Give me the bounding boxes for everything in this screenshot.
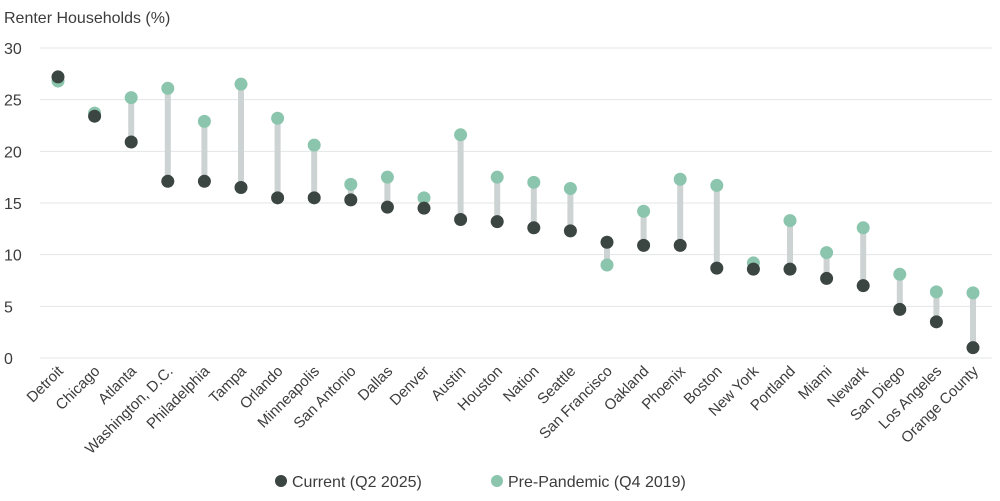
y-axis-label: Renter Households (%) <box>4 10 170 27</box>
point-current-tampa <box>234 181 248 194</box>
data-points <box>51 70 980 355</box>
legend: Current (Q2 2025) Pre-Pandemic (Q4 2019) <box>275 474 686 491</box>
point-current-atlanta <box>124 135 138 149</box>
connectors <box>55 76 976 348</box>
point-current-newark <box>856 279 870 293</box>
point-current-san-antonio <box>344 193 358 207</box>
point-pre-pandemic-oakland <box>637 204 651 218</box>
point-pre-pandemic-san-francisco <box>600 258 614 272</box>
point-pre-pandemic-houston <box>490 170 504 184</box>
point-current-boston <box>710 261 724 275</box>
y-tick-15: 15 <box>4 196 22 213</box>
point-pre-pandemic-newark <box>856 221 870 235</box>
y-tick-labels: 0 5 10 15 20 25 30 <box>4 41 22 368</box>
point-current-portland <box>783 262 797 276</box>
point-current-austin <box>454 213 468 227</box>
legend-marker-pre-pandemic <box>491 475 503 487</box>
point-current-philadelphia <box>197 174 211 188</box>
point-current-orlando <box>271 191 285 205</box>
point-current-orange-county <box>966 341 980 355</box>
point-current-washington-d-c <box>161 174 175 188</box>
point-current-phoenix <box>673 238 687 252</box>
point-pre-pandemic-phoenix <box>673 172 687 186</box>
legend-marker-current <box>275 475 287 487</box>
point-pre-pandemic-minneapolis <box>307 138 321 152</box>
point-pre-pandemic-nation <box>527 175 541 189</box>
gridlines <box>40 47 992 359</box>
y-tick-30: 30 <box>4 41 22 58</box>
point-current-miami <box>820 271 834 285</box>
point-current-detroit <box>51 70 65 84</box>
point-pre-pandemic-tampa <box>234 77 248 91</box>
point-pre-pandemic-philadelphia <box>197 114 211 128</box>
legend-label-pre-pandemic: Pre-Pandemic (Q4 2019) <box>508 474 686 491</box>
point-current-los-angeles <box>929 315 943 329</box>
point-pre-pandemic-los-angeles <box>929 285 943 299</box>
point-current-san-francisco <box>600 235 614 249</box>
point-current-seattle <box>563 224 577 238</box>
point-pre-pandemic-denver <box>417 191 431 205</box>
point-pre-pandemic-washington-d-c <box>161 81 175 95</box>
legend-label-current: Current (Q2 2025) <box>292 474 422 491</box>
point-pre-pandemic-san-antonio <box>344 177 358 191</box>
point-current-chicago <box>88 109 102 123</box>
point-current-denver <box>417 201 431 215</box>
point-pre-pandemic-san-diego <box>893 267 907 281</box>
point-pre-pandemic-seattle <box>563 182 577 196</box>
point-pre-pandemic-orange-county <box>966 286 980 300</box>
y-tick-5: 5 <box>4 299 13 316</box>
point-pre-pandemic-miami <box>820 246 834 260</box>
point-pre-pandemic-dallas <box>380 170 394 184</box>
x-tick-denver: Denver <box>387 363 433 409</box>
y-tick-20: 20 <box>4 144 22 161</box>
point-current-oakland <box>637 238 651 252</box>
point-current-minneapolis <box>307 191 321 205</box>
point-pre-pandemic-atlanta <box>124 91 138 105</box>
point-current-new-york <box>746 262 760 276</box>
point-pre-pandemic-boston <box>710 178 724 192</box>
y-tick-0: 0 <box>4 351 13 368</box>
point-current-nation <box>527 221 541 235</box>
point-current-dallas <box>380 200 394 214</box>
y-tick-10: 10 <box>4 248 22 265</box>
point-pre-pandemic-orlando <box>271 111 285 125</box>
y-tick-25: 25 <box>4 93 22 110</box>
point-pre-pandemic-austin <box>454 128 468 142</box>
point-pre-pandemic-portland <box>783 214 797 228</box>
point-current-houston <box>490 215 504 229</box>
point-current-san-diego <box>893 302 907 316</box>
